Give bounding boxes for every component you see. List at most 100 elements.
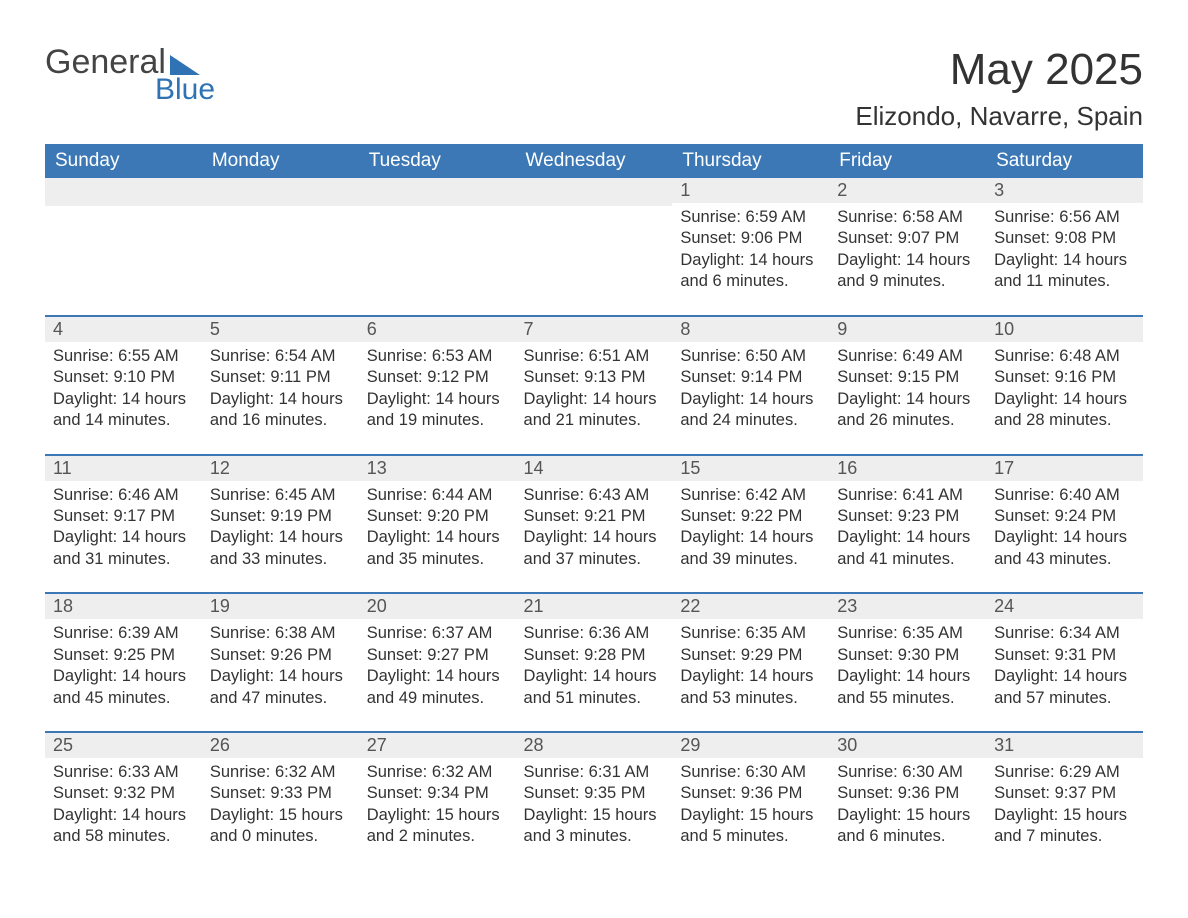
sunrise-value: 6:59 AM [746,208,807,226]
calendar-body: 1Sunrise: 6:59 AMSunset: 9:06 PMDaylight… [45,178,1143,870]
sunset-label: Sunset: [680,368,741,386]
calendar-day: 1Sunrise: 6:59 AMSunset: 9:06 PMDaylight… [672,178,829,316]
day-body: Sunrise: 6:35 AMSunset: 9:29 PMDaylight:… [672,619,829,731]
day-body: Sunrise: 6:45 AMSunset: 9:19 PMDaylight:… [202,481,359,593]
calendar-day: 5Sunrise: 6:54 AMSunset: 9:11 PMDaylight… [202,316,359,455]
sunrise-line: Sunrise: 6:30 AM [837,762,978,783]
calendar-day: 16Sunrise: 6:41 AMSunset: 9:23 PMDayligh… [829,455,986,594]
sunset-value: 9:31 PM [1055,646,1116,664]
sunrise-label: Sunrise: [367,763,432,781]
sunset-value: 9:23 PM [898,507,959,525]
day-body: Sunrise: 6:41 AMSunset: 9:23 PMDaylight:… [829,481,986,593]
sunset-label: Sunset: [994,507,1055,525]
sunset-label: Sunset: [210,784,271,802]
sunrise-value: 6:32 AM [432,763,493,781]
daylight-label: Daylight: [837,806,906,824]
calendar-week: 1Sunrise: 6:59 AMSunset: 9:06 PMDaylight… [45,178,1143,316]
daylight-line: Daylight: 14 hours and 16 minutes. [210,389,351,432]
day-number: 6 [359,317,516,342]
day-body: Sunrise: 6:50 AMSunset: 9:14 PMDaylight:… [672,342,829,454]
sunrise-label: Sunrise: [680,486,745,504]
sunset-value: 9:10 PM [114,368,175,386]
sunrise-label: Sunrise: [994,208,1059,226]
sunset-label: Sunset: [524,646,585,664]
weekday-header: Friday [829,144,986,178]
day-body: Sunrise: 6:56 AMSunset: 9:08 PMDaylight:… [986,203,1143,315]
header: General Blue May 2025 Elizondo, Navarre,… [45,45,1143,132]
sunrise-label: Sunrise: [994,763,1059,781]
sunset-value: 9:12 PM [427,368,488,386]
daylight-line: Daylight: 14 hours and 19 minutes. [367,389,508,432]
sunset-line: Sunset: 9:30 PM [837,645,978,666]
sunrise-line: Sunrise: 6:29 AM [994,762,1135,783]
month-title: May 2025 [855,45,1143,95]
calendar-table: SundayMondayTuesdayWednesdayThursdayFrid… [45,144,1143,870]
day-number: 2 [829,178,986,203]
daylight-label: Daylight: [837,251,906,269]
day-body: Sunrise: 6:48 AMSunset: 9:16 PMDaylight:… [986,342,1143,454]
day-number: 5 [202,317,359,342]
day-body-empty [202,206,359,312]
sunset-line: Sunset: 9:08 PM [994,228,1135,249]
sunrise-value: 6:36 AM [589,624,650,642]
calendar-week: 25Sunrise: 6:33 AMSunset: 9:32 PMDayligh… [45,732,1143,870]
sunset-value: 9:32 PM [114,784,175,802]
sunrise-line: Sunrise: 6:35 AM [680,623,821,644]
sunset-label: Sunset: [53,507,114,525]
day-number-empty [516,178,673,206]
sunset-value: 9:22 PM [741,507,802,525]
sunset-value: 9:26 PM [270,646,331,664]
daylight-line: Daylight: 14 hours and 37 minutes. [524,527,665,570]
sunset-value: 9:07 PM [898,229,959,247]
sunrise-line: Sunrise: 6:34 AM [994,623,1135,644]
daylight-label: Daylight: [837,528,906,546]
sunset-label: Sunset: [53,646,114,664]
sunrise-line: Sunrise: 6:49 AM [837,346,978,367]
calendar-day: 29Sunrise: 6:30 AMSunset: 9:36 PMDayligh… [672,732,829,870]
daylight-line: Daylight: 14 hours and 6 minutes. [680,250,821,293]
sunrise-line: Sunrise: 6:35 AM [837,623,978,644]
logo: General Blue [45,45,215,105]
weekday-header: Monday [202,144,359,178]
day-body: Sunrise: 6:54 AMSunset: 9:11 PMDaylight:… [202,342,359,454]
sunrise-line: Sunrise: 6:58 AM [837,207,978,228]
sunrise-label: Sunrise: [210,347,275,365]
sunrise-label: Sunrise: [837,763,902,781]
daylight-line: Daylight: 14 hours and 24 minutes. [680,389,821,432]
day-number: 30 [829,733,986,758]
daylight-line: Daylight: 14 hours and 51 minutes. [524,666,665,709]
sunrise-label: Sunrise: [53,624,118,642]
day-number: 26 [202,733,359,758]
sunset-value: 9:19 PM [270,507,331,525]
day-number: 21 [516,594,673,619]
sunrise-value: 6:48 AM [1059,347,1120,365]
sunset-line: Sunset: 9:06 PM [680,228,821,249]
day-body: Sunrise: 6:44 AMSunset: 9:20 PMDaylight:… [359,481,516,593]
day-body: Sunrise: 6:51 AMSunset: 9:13 PMDaylight:… [516,342,673,454]
day-body: Sunrise: 6:36 AMSunset: 9:28 PM Daylight:… [516,619,673,731]
daylight-line: Daylight: 14 hours and 26 minutes. [837,389,978,432]
sunrise-label: Sunrise: [524,763,589,781]
day-body: Sunrise: 6:38 AMSunset: 9:26 PMDaylight:… [202,619,359,731]
sunrise-line: Sunrise: 6:59 AM [680,207,821,228]
sunset-line: Sunset: 9:15 PM [837,367,978,388]
sunrise-label: Sunrise: [680,763,745,781]
sunrise-label: Sunrise: [524,624,589,642]
day-number: 18 [45,594,202,619]
day-number: 9 [829,317,986,342]
sunrise-line: Sunrise: 6:32 AM [210,762,351,783]
sunrise-value: 6:40 AM [1059,486,1120,504]
sunset-value: 9:28 PM [584,646,645,664]
sunset-value: 9:34 PM [427,784,488,802]
sunrise-value: 6:41 AM [902,486,963,504]
sunset-value: 9:33 PM [270,784,331,802]
daylight-label: Daylight: [524,806,593,824]
sunrise-line: Sunrise: 6:33 AM [53,762,194,783]
sunset-label: Sunset: [680,646,741,664]
calendar-day: 13Sunrise: 6:44 AMSunset: 9:20 PMDayligh… [359,455,516,594]
day-body: Sunrise: 6:40 AMSunset: 9:24 PMDaylight:… [986,481,1143,593]
day-number: 23 [829,594,986,619]
sunset-value: 9:36 PM [741,784,802,802]
sunset-label: Sunset: [994,784,1055,802]
calendar-day-empty [359,178,516,316]
